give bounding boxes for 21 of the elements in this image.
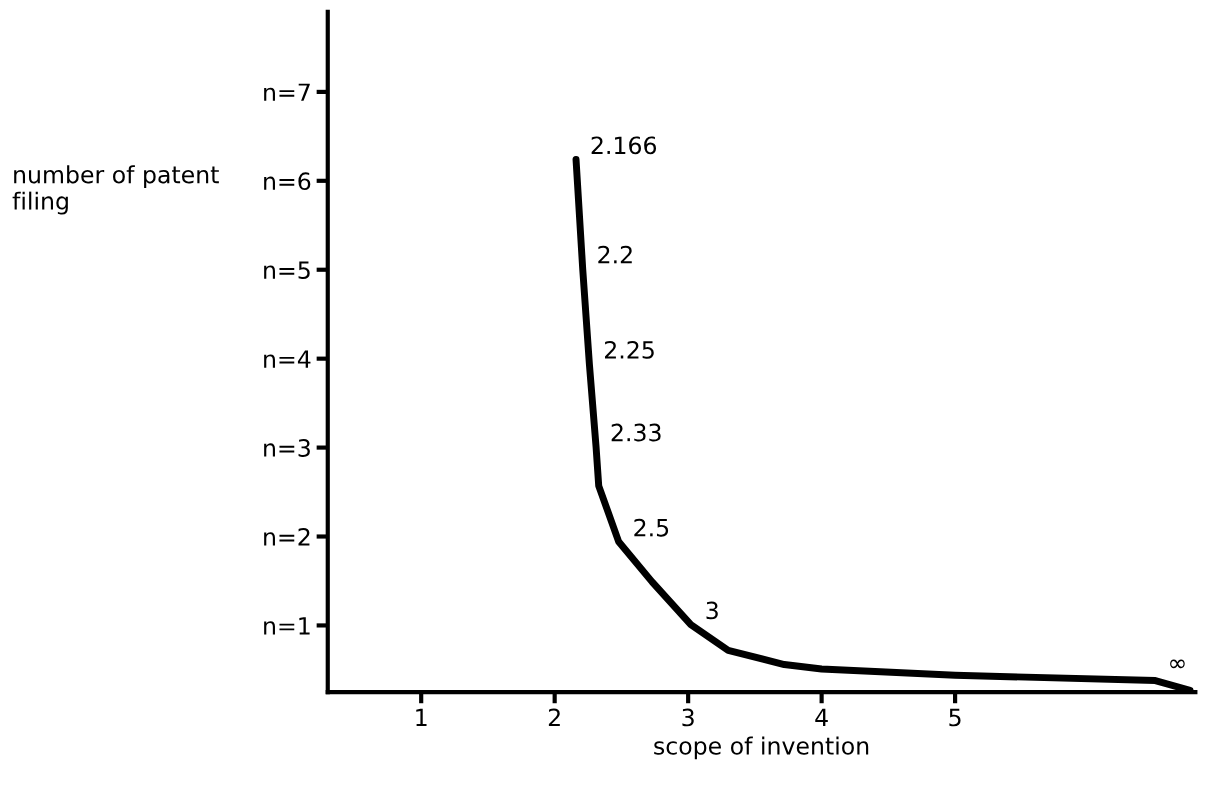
y-tick-label: n=4: [264, 350, 311, 368]
y-tick-label: n=5: [264, 261, 310, 280]
x-tick-label: 1: [416, 708, 427, 727]
y-tick-label: n=6: [264, 172, 311, 191]
annotation: 2.33: [611, 423, 661, 442]
y-tick-label: n=1: [264, 617, 310, 635]
annotation: 2.25: [604, 340, 654, 359]
x-tick-label: 3: [682, 708, 694, 727]
x-tick-label: 5: [949, 708, 961, 727]
annotation: 2.2: [598, 245, 632, 264]
y-tick-label: n=7: [264, 83, 310, 101]
x-tick-label: 4: [815, 708, 828, 727]
x-axis-title: scope of invention: [654, 736, 869, 760]
annotation: 2.166: [591, 136, 657, 155]
y-axis-title: number of patent filing: [12, 165, 219, 215]
annotation: 3: [706, 601, 718, 620]
x-tick-label: 2: [548, 708, 560, 727]
annotation: ∞: [1170, 659, 1185, 669]
y-tick-label: n=2: [264, 527, 310, 546]
y-tick-label: n=3: [264, 439, 310, 457]
annotation: 2.5: [634, 518, 669, 537]
